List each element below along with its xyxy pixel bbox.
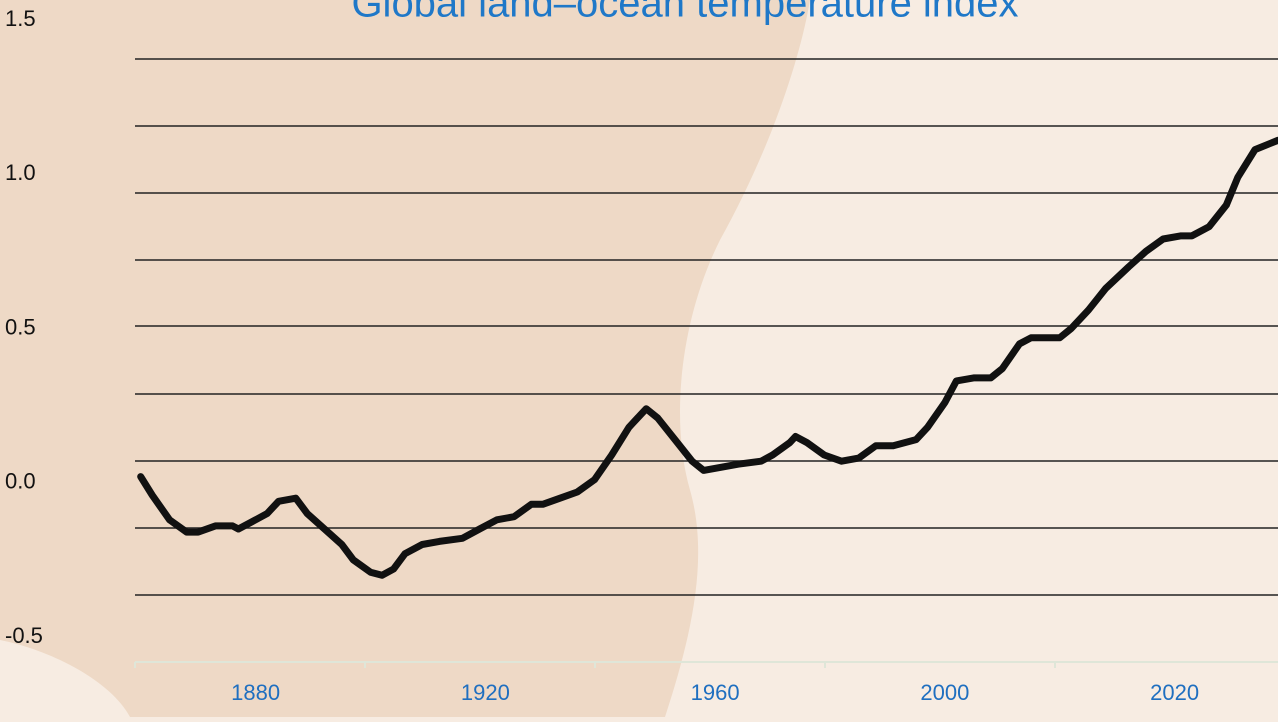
x-tick-label: 2020: [1150, 680, 1199, 705]
y-tick-label: 1.0: [5, 160, 36, 185]
x-tick-label: 1960: [691, 680, 740, 705]
chart: Global land–ocean temperature index -0.5…: [0, 0, 1278, 717]
x-tick-label: 1880: [231, 680, 280, 705]
y-tick-label: 0.0: [5, 469, 36, 494]
x-tick-label: 1920: [461, 680, 510, 705]
y-tick-label: 1.5: [5, 6, 36, 31]
y-tick-label: 0.5: [5, 314, 36, 339]
x-tick-label: 2000: [920, 680, 969, 705]
chart-title: Global land–ocean temperature index: [351, 0, 1018, 26]
y-tick-label: -0.5: [5, 623, 43, 648]
